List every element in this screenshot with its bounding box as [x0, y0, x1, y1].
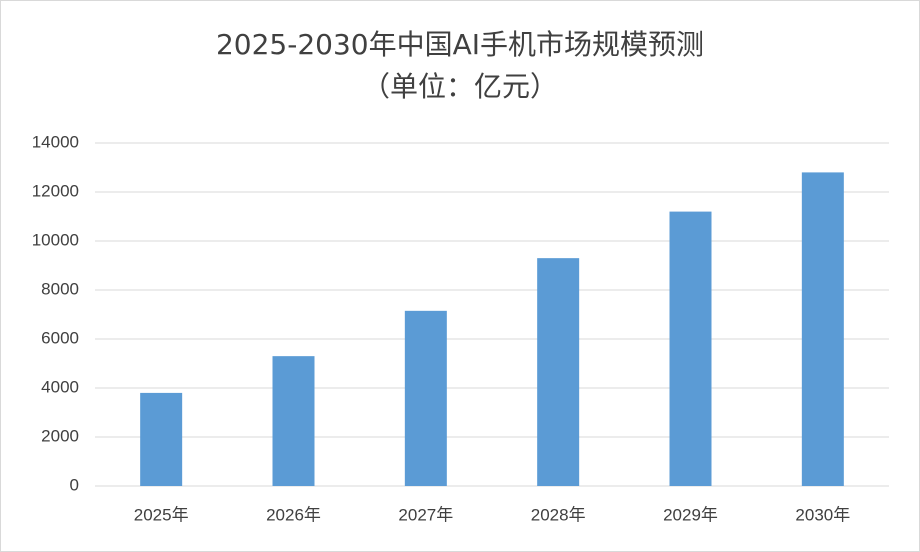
chart-title: 2025-2030年中国AI手机市场规模预测: [216, 28, 704, 61]
y-tick-label: 14000: [32, 132, 79, 151]
x-tick-label: 2027年: [398, 505, 453, 524]
bar: [272, 356, 315, 486]
bar: [669, 211, 712, 486]
bar: [140, 392, 183, 486]
bar: [404, 310, 447, 486]
y-tick-label: 12000: [32, 181, 79, 200]
chart-subtitle: （单位：亿元）: [362, 70, 558, 103]
y-tick-label: 8000: [41, 279, 79, 298]
x-tick-label: 2028年: [531, 505, 586, 524]
bar: [801, 172, 844, 486]
y-tick-label: 4000: [41, 377, 79, 396]
bar: [537, 258, 580, 486]
x-tick-label: 2029年: [663, 505, 718, 524]
x-tick-label: 2025年: [134, 505, 189, 524]
x-tick-label: 2026年: [266, 505, 321, 524]
y-tick-label: 10000: [32, 230, 79, 249]
y-tick-label: 0: [70, 475, 79, 494]
y-tick-label: 2000: [41, 426, 79, 445]
y-tick-label: 6000: [41, 328, 79, 347]
x-tick-label: 2030年: [795, 505, 850, 524]
